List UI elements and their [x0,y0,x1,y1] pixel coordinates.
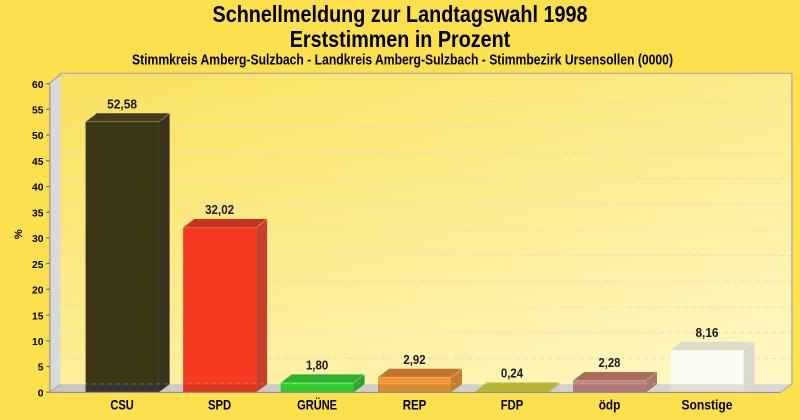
svg-text:FDP: FDP [501,397,523,412]
svg-text:60: 60 [32,80,44,91]
svg-text:55: 55 [32,106,44,117]
svg-text:15: 15 [32,311,44,322]
svg-text:Stimmkreis Amberg-Sulzbach - L: Stimmkreis Amberg-Sulzbach - Landkreis A… [132,51,673,68]
svg-text:ödp: ödp [599,397,621,412]
svg-text:0: 0 [38,388,44,399]
svg-text:35: 35 [32,208,44,219]
svg-text:REP: REP [403,397,427,412]
svg-text:2,92: 2,92 [403,352,425,367]
svg-text:Erststimmen in Prozent: Erststimmen in Prozent [290,26,511,52]
svg-text:CSU: CSU [110,397,133,412]
svg-text:%: % [13,229,25,239]
svg-text:20: 20 [32,286,44,297]
svg-text:52,58: 52,58 [107,97,137,112]
svg-text:32,02: 32,02 [205,202,234,217]
svg-text:45: 45 [32,157,44,168]
svg-text:SPD: SPD [208,397,231,412]
svg-text:50: 50 [32,131,44,142]
svg-text:Sonstige: Sonstige [682,397,733,412]
svg-text:GRÜNE: GRÜNE [297,397,337,412]
svg-text:0,24: 0,24 [501,366,524,381]
svg-text:10: 10 [32,337,44,348]
svg-text:40: 40 [32,183,44,194]
svg-text:Schnellmeldung zur Landtagswah: Schnellmeldung zur Landtagswahl 1998 [213,1,588,27]
svg-text:5: 5 [38,363,44,374]
svg-text:2,28: 2,28 [599,355,621,370]
svg-text:30: 30 [32,234,44,245]
svg-text:25: 25 [32,260,44,271]
svg-text:1,80: 1,80 [306,358,328,373]
svg-text:8,16: 8,16 [695,325,718,340]
